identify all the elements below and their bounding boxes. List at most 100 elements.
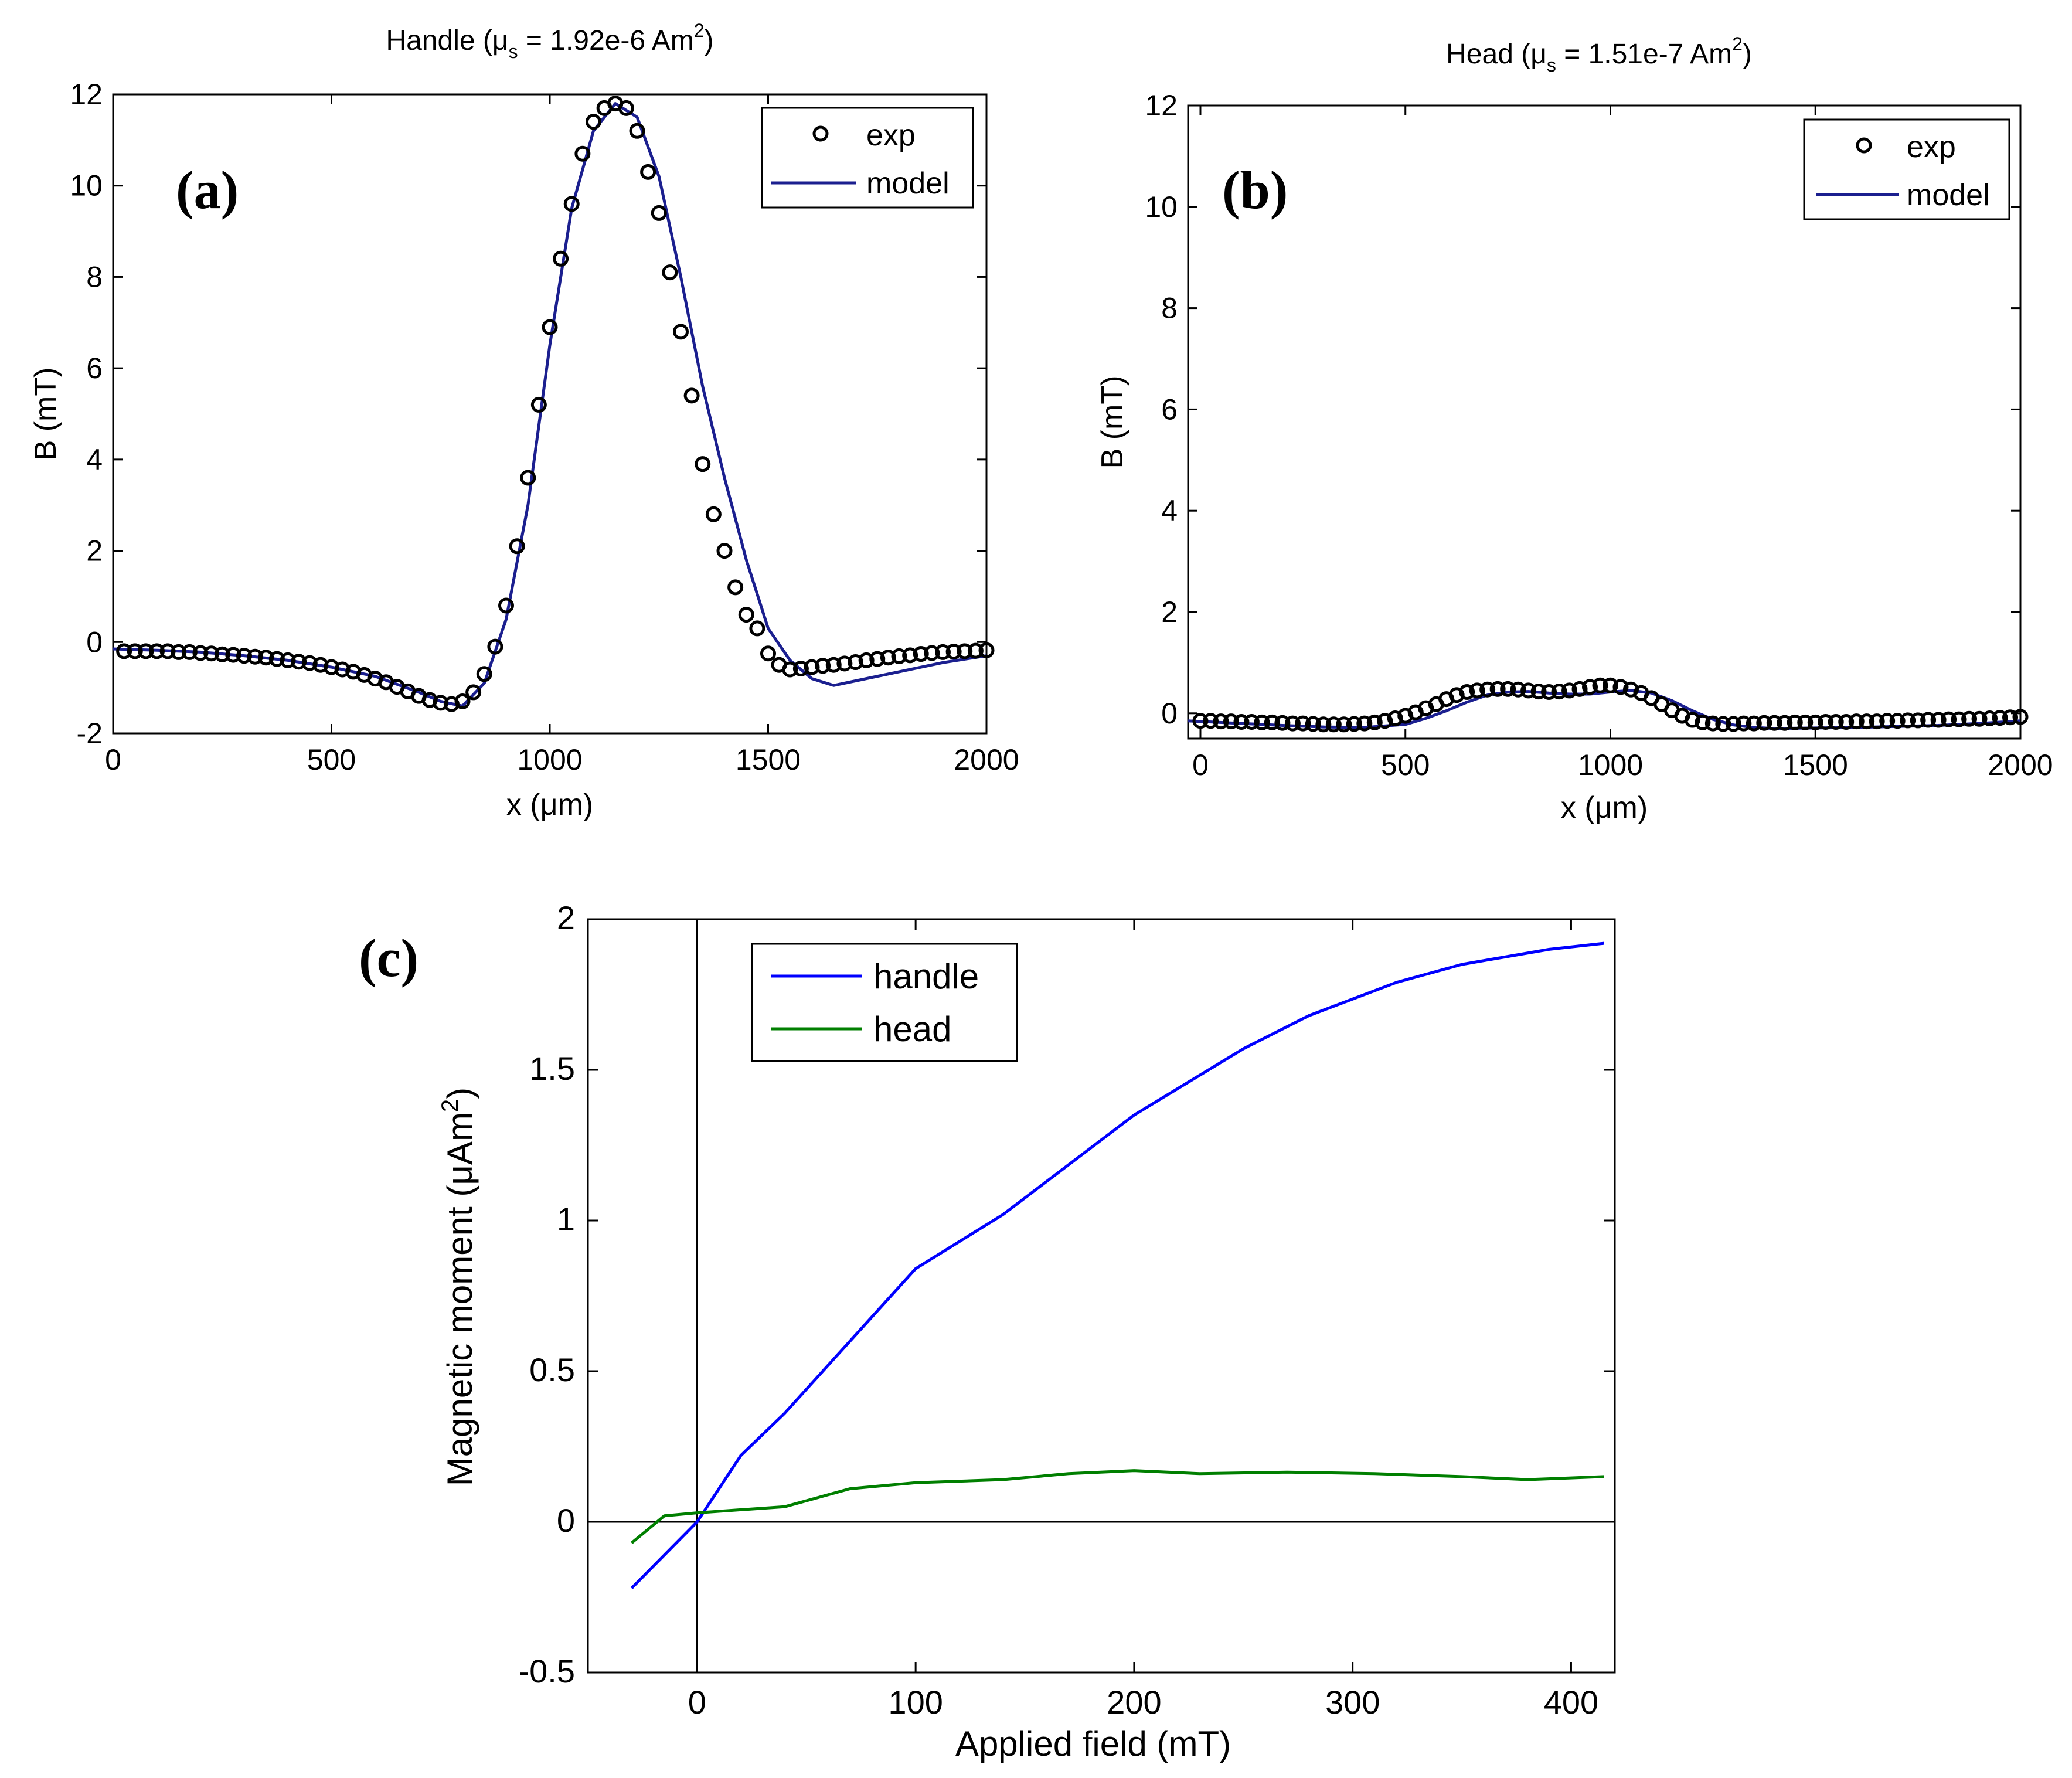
chart-a-exp-point (181, 644, 198, 660)
chart-a-series (113, 96, 995, 712)
chart-b-exp-point (1500, 681, 1516, 697)
chart-a-exp-point (563, 196, 580, 212)
chart-b-ytick-label: 8 (1161, 292, 1178, 325)
chart-b-exp-point (1766, 715, 1782, 731)
chart-c-legend-handle-label: handle (873, 957, 979, 996)
chart-a-exp-point (138, 643, 154, 659)
chart-a-exp-point (804, 659, 820, 675)
chart-c-handle-line (630, 941, 1604, 1589)
chart-b-exp-point (1797, 714, 1814, 730)
chart-c-legend-box (751, 943, 1018, 1062)
chart-a-ytick-label: 2 (86, 535, 103, 567)
chart-a-ytick-label: 12 (70, 78, 103, 111)
chart-b-exp-point (1510, 681, 1526, 698)
chart-b-exp-point (1961, 710, 1978, 727)
chart-b-exp-point (1233, 713, 1250, 730)
chart-b-exp-point (1213, 713, 1229, 730)
chart-a-exp-point (498, 597, 514, 614)
chart-c-ylabel: Magnetic moment (μAm2) (437, 1087, 479, 1486)
chart-c-panel-label: (c) (359, 928, 419, 988)
chart-c-reference-lines (588, 919, 1615, 1672)
chart-b-exp-point (1684, 712, 1700, 728)
chart-b-exp-point (1448, 687, 1465, 703)
chart-a-exp-point (792, 660, 809, 676)
chart-a-ytick-label: -2 (77, 717, 103, 750)
chart-a-exp-point (902, 647, 918, 664)
chart-a-exp-point (433, 695, 449, 711)
chart-b-exp-point (1787, 714, 1803, 730)
chart-b-ytick-label: 6 (1161, 393, 1178, 426)
chart-a-exp-point (553, 250, 569, 267)
chart-b-exp-point (1704, 715, 1721, 732)
chart-a-exp-point (924, 645, 940, 661)
chart-b-legend: exp model (1803, 118, 2010, 220)
chart-b-exp-point (1756, 715, 1772, 731)
chart-b-exp-point (1520, 682, 1537, 699)
chart-a-exp-point (268, 651, 285, 667)
chart-b-exp-point (1479, 681, 1496, 698)
chart-a-exp-point (749, 620, 765, 637)
chart-b-exp-point (2012, 709, 2029, 725)
chart-b-legend-box (1803, 118, 2010, 220)
chart-a-exp-point (247, 648, 263, 665)
chart-a-xtick-label: 1500 (736, 743, 801, 776)
chart-a-xtick-label: 2000 (954, 743, 1019, 776)
chart-a-title: Handle (μs = 1.92e-6 Am2) (386, 20, 713, 62)
chart-b-xtick-label: 1000 (1578, 749, 1643, 781)
chart-b-exp-point (1971, 710, 1988, 727)
chart-b-exp-point (1202, 713, 1219, 729)
chart-a-exp-point (978, 642, 995, 658)
chart-a-exp-point (159, 643, 176, 659)
chart-a-exp-point (880, 650, 896, 666)
chart-b-exp-point (1910, 712, 1926, 729)
chart-b-exp-point (1920, 712, 1937, 728)
chart-b-xtick-label: 500 (1381, 749, 1430, 781)
chart-a-exp-point (116, 643, 132, 659)
chart-a-exp-point (487, 638, 503, 655)
chart-b-exp-point (1305, 716, 1321, 732)
chart-b-exp-point (1695, 714, 1711, 730)
chart-b-xlabel: x (μm) (1561, 791, 1648, 825)
chart-b-exp-point (1192, 713, 1209, 729)
chart-a-exp-point (258, 650, 274, 666)
chart-b-exp-point (1223, 713, 1239, 730)
chart-c-xtick-label: 100 (888, 1684, 943, 1721)
chart-c-xlabel: Applied field (mT) (955, 1724, 1231, 1763)
chart-a-legend-exp-marker (812, 125, 829, 142)
chart-b-exp-point (1592, 677, 1608, 693)
chart-a-xtick-label: 0 (105, 743, 121, 776)
chart-b-exp-point (1284, 715, 1301, 732)
chart-a-xtick-label: 500 (307, 743, 356, 776)
chart-a-exp-point (225, 647, 241, 663)
chart-b-exp-point (1274, 715, 1291, 731)
chart-a-legend-box (761, 107, 974, 209)
chart-a: Handle (μs = 1.92e-6 Am2) 0 500 1000 1500 20… (29, 20, 1019, 822)
chart-b-series (1188, 677, 2029, 733)
chart-b-exp-point (1602, 677, 1618, 693)
chart-a-exp-point (640, 164, 656, 180)
chart-a-ytick-label: 10 (70, 169, 103, 202)
chart-b-ytick-label: 10 (1145, 191, 1178, 223)
chart-b-exp-point (1930, 712, 1947, 728)
chart-b-plot-area (1187, 104, 2022, 740)
chart-a-exp-point (236, 648, 252, 664)
chart-a-legend: exp model (761, 107, 974, 209)
chart-a-xtick-label: 1000 (517, 743, 582, 776)
chart-b-title: Head (μs = 1.51e-7 Am2) (1446, 33, 1752, 76)
chart-b-exp-point (1295, 715, 1311, 732)
chart-a-exp-point (738, 607, 754, 623)
chart-a-exp-point (520, 470, 536, 486)
chart-a-legend-model-label: model (866, 166, 950, 200)
chart-b-exp-point (1561, 682, 1578, 699)
chart-a-ylabel: B (mT) (29, 368, 63, 461)
chart-b-exp-point (1325, 716, 1342, 733)
chart-b-ytick-label: 0 (1161, 697, 1178, 730)
chart-b-exp-point (1746, 715, 1762, 732)
chart-b-ticks: 0 500 1000 1500 2000 0 2 4 6 8 10 12 (1145, 89, 2053, 781)
chart-a-exp-point (716, 543, 733, 559)
chart-a-exp-point (825, 657, 842, 673)
chart-b-exp-point (1777, 715, 1793, 731)
chart-a-ytick-label: 4 (86, 443, 103, 476)
